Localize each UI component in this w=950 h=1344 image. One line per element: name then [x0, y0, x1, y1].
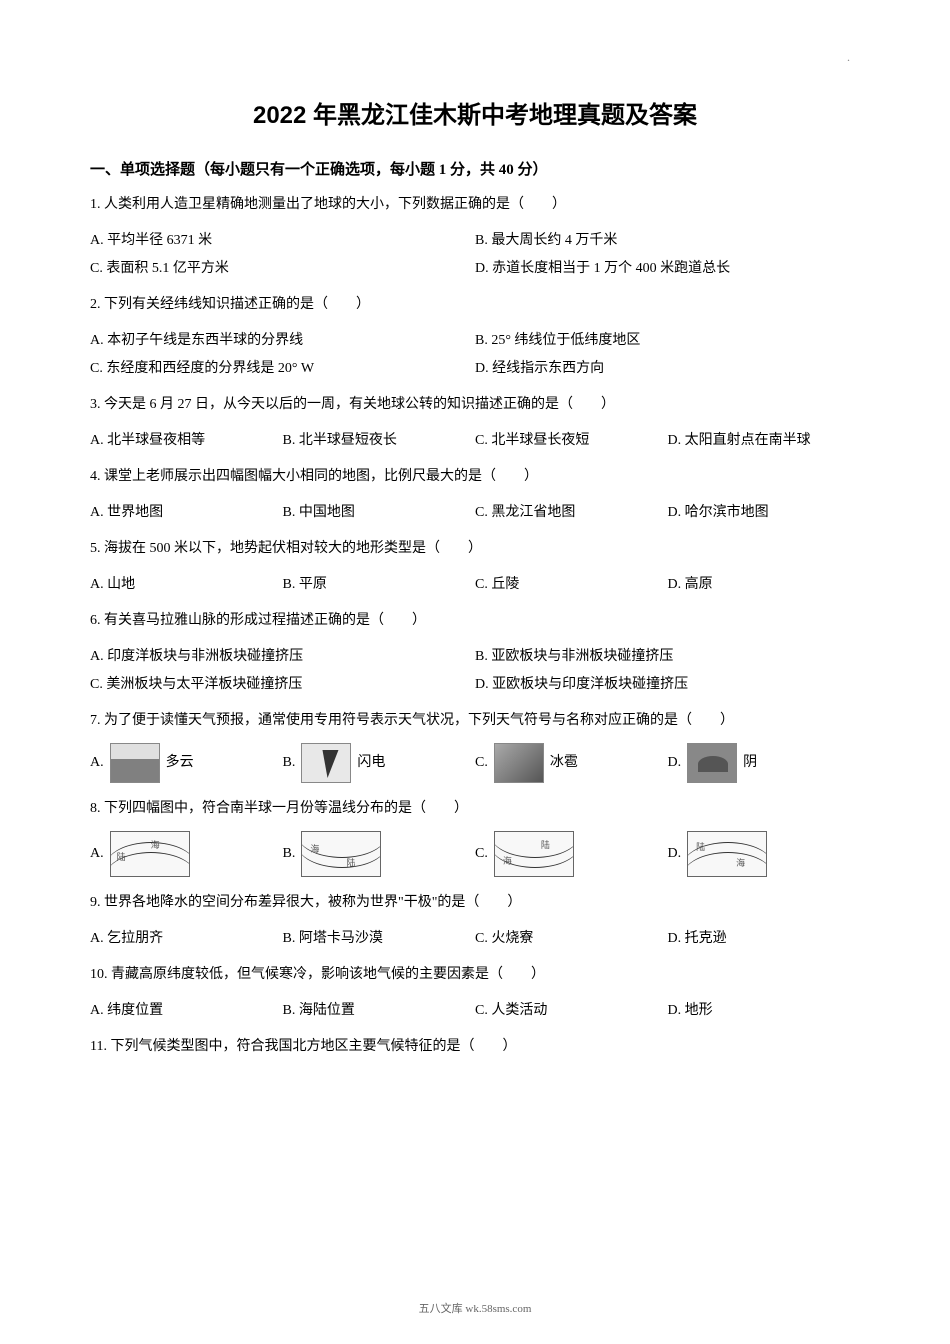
q8-opt-d: D. 20℃ 18℃ 陆 海: [668, 831, 861, 877]
q8-d-left: 陆: [696, 838, 705, 856]
question-9-options: A. 乞拉朋齐 B. 阿塔卡马沙漠 C. 火烧寮 D. 托克逊: [90, 925, 860, 953]
q7-b-label: 闪电: [357, 749, 385, 777]
q1-opt-b: B. 最大周长约 4 万千米: [475, 227, 860, 255]
overcast-icon: [687, 743, 737, 783]
question-2-options: A. 本初子午线是东西半球的分界线 B. 25° 纬线位于低纬度地区 C. 东经…: [90, 327, 860, 383]
q5-opt-d: D. 高原: [668, 571, 861, 599]
q4-opt-b: B. 中国地图: [283, 499, 476, 527]
question-10-options: A. 纬度位置 B. 海陆位置 C. 人类活动 D. 地形: [90, 997, 860, 1025]
q6-opt-b: B. 亚欧板块与非洲板块碰撞挤压: [475, 643, 860, 671]
question-8: 8. 下列四幅图中，符合南半球一月份等温线分布的是（ ）: [90, 795, 860, 823]
q8-c-prefix: C.: [475, 840, 488, 868]
q8-opt-b: B. 18℃ 20℃ 海 陆: [283, 831, 476, 877]
q3-opt-c: C. 北半球昼长夜短: [475, 427, 668, 455]
q4-opt-c: C. 黑龙江省地图: [475, 499, 668, 527]
question-3: 3. 今天是 6 月 27 日，从今天以后的一周，有关地球公转的知识描述正确的是…: [90, 391, 860, 419]
question-3-options: A. 北半球昼夜相等 B. 北半球昼短夜长 C. 北半球昼长夜短 D. 太阳直射…: [90, 427, 860, 455]
q1-opt-c: C. 表面积 5.1 亿平方米: [90, 255, 475, 283]
q8-b-right: 陆: [346, 854, 355, 872]
question-1: 1. 人类利用人造卫星精确地测量出了地球的大小，下列数据正确的是（ ）: [90, 191, 860, 219]
q8-opt-c: C. 18℃ 20℃ 海 陆: [475, 831, 668, 877]
q9-opt-a: A. 乞拉朋齐: [90, 925, 283, 953]
q3-opt-b: B. 北半球昼短夜长: [283, 427, 476, 455]
q4-opt-a: A. 世界地图: [90, 499, 283, 527]
page-title: 2022 年黑龙江佳木斯中考地理真题及答案: [90, 95, 860, 130]
isotherm-diagram-c: 18℃ 20℃ 海 陆: [494, 831, 574, 877]
q5-opt-c: C. 丘陵: [475, 571, 668, 599]
isotherm-diagram-a: 20℃ 18℃ 陆 海: [110, 831, 190, 877]
question-2: 2. 下列有关经纬线知识描述正确的是（ ）: [90, 291, 860, 319]
question-5-options: A. 山地 B. 平原 C. 丘陵 D. 高原: [90, 571, 860, 599]
q7-d-prefix: D.: [668, 749, 682, 777]
q1-opt-d: D. 赤道长度相当于 1 万个 400 米跑道总长: [475, 255, 860, 283]
question-6: 6. 有关喜马拉雅山脉的形成过程描述正确的是（ ）: [90, 607, 860, 635]
question-1-options: A. 平均半径 6371 米 B. 最大周长约 4 万千米 C. 表面积 5.1…: [90, 227, 860, 283]
q8-c-right: 陆: [541, 836, 550, 854]
q7-opt-a: A. 多云: [90, 743, 283, 783]
q10-opt-b: B. 海陆位置: [283, 997, 476, 1025]
q4-opt-d: D. 哈尔滨市地图: [668, 499, 861, 527]
question-7: 7. 为了便于读懂天气预报，通常使用专用符号表示天气状况，下列天气符号与名称对应…: [90, 707, 860, 735]
q9-opt-c: C. 火烧寮: [475, 925, 668, 953]
q8-b-prefix: B.: [283, 840, 296, 868]
q5-opt-b: B. 平原: [283, 571, 476, 599]
q7-d-label: 阴: [743, 749, 757, 777]
question-8-options: A. 20℃ 18℃ 陆 海 B. 18℃ 20℃ 海 陆 C. 18℃ 20℃…: [90, 831, 860, 877]
q6-opt-a: A. 印度洋板块与非洲板块碰撞挤压: [90, 643, 475, 671]
q2-opt-c: C. 东经度和西经度的分界线是 20° W: [90, 355, 475, 383]
q8-d-prefix: D.: [668, 840, 682, 868]
q2-opt-b: B. 25° 纬线位于低纬度地区: [475, 327, 860, 355]
q3-opt-a: A. 北半球昼夜相等: [90, 427, 283, 455]
q7-c-label: 冰雹: [550, 749, 578, 777]
q3-opt-d: D. 太阳直射点在南半球: [668, 427, 861, 455]
q8-a-prefix: A.: [90, 840, 104, 868]
q7-opt-b: B. 闪电: [283, 743, 476, 783]
question-6-options: A. 印度洋板块与非洲板块碰撞挤压 B. 亚欧板块与非洲板块碰撞挤压 C. 美洲…: [90, 643, 860, 699]
question-10: 10. 青藏高原纬度较低，但气候寒冷，影响该地气候的主要因素是（ ）: [90, 961, 860, 989]
q7-a-prefix: A.: [90, 749, 104, 777]
isotherm-diagram-b: 18℃ 20℃ 海 陆: [301, 831, 381, 877]
q8-opt-a: A. 20℃ 18℃ 陆 海: [90, 831, 283, 877]
q8-a-right: 海: [151, 836, 160, 854]
q10-opt-a: A. 纬度位置: [90, 997, 283, 1025]
lightning-icon: [301, 743, 351, 783]
q7-b-prefix: B.: [283, 749, 296, 777]
q2-opt-a: A. 本初子午线是东西半球的分界线: [90, 327, 475, 355]
question-9: 9. 世界各地降水的空间分布差异很大，被称为世界"干极"的是（ ）: [90, 889, 860, 917]
q8-a-left: 陆: [117, 848, 126, 866]
hail-icon: [494, 743, 544, 783]
section-heading: 一、单项选择题（每小题只有一个正确选项，每小题 1 分，共 40 分）: [90, 158, 860, 179]
question-4-options: A. 世界地图 B. 中国地图 C. 黑龙江省地图 D. 哈尔滨市地图: [90, 499, 860, 527]
question-11: 11. 下列气候类型图中，符合我国北方地区主要气候特征的是（ ）: [90, 1033, 860, 1061]
q7-opt-d: D. 阴: [668, 743, 861, 783]
q8-c-left: 海: [503, 852, 512, 870]
cloud-icon: [110, 743, 160, 783]
q10-opt-c: C. 人类活动: [475, 997, 668, 1025]
q5-opt-a: A. 山地: [90, 571, 283, 599]
q8-d-right: 海: [736, 854, 745, 872]
page-footer: 五八文库 wk.58sms.com: [0, 1300, 950, 1316]
q9-opt-b: B. 阿塔卡马沙漠: [283, 925, 476, 953]
q7-a-label: 多云: [166, 749, 194, 777]
q7-c-prefix: C.: [475, 749, 488, 777]
q2-opt-d: D. 经线指示东西方向: [475, 355, 860, 383]
q8-b-left: 海: [310, 840, 319, 858]
q6-opt-c: C. 美洲板块与太平洋板块碰撞挤压: [90, 671, 475, 699]
question-7-options: A. 多云 B. 闪电 C. 冰雹 D. 阴: [90, 743, 860, 783]
isotherm-diagram-d: 20℃ 18℃ 陆 海: [687, 831, 767, 877]
question-4: 4. 课堂上老师展示出四幅图幅大小相同的地图，比例尺最大的是（ ）: [90, 463, 860, 491]
q7-opt-c: C. 冰雹: [475, 743, 668, 783]
page-corner-mark: .: [90, 50, 860, 65]
q10-opt-d: D. 地形: [668, 997, 861, 1025]
q6-opt-d: D. 亚欧板块与印度洋板块碰撞挤压: [475, 671, 860, 699]
question-5: 5. 海拔在 500 米以下，地势起伏相对较大的地形类型是（ ）: [90, 535, 860, 563]
q1-opt-a: A. 平均半径 6371 米: [90, 227, 475, 255]
q9-opt-d: D. 托克逊: [668, 925, 861, 953]
